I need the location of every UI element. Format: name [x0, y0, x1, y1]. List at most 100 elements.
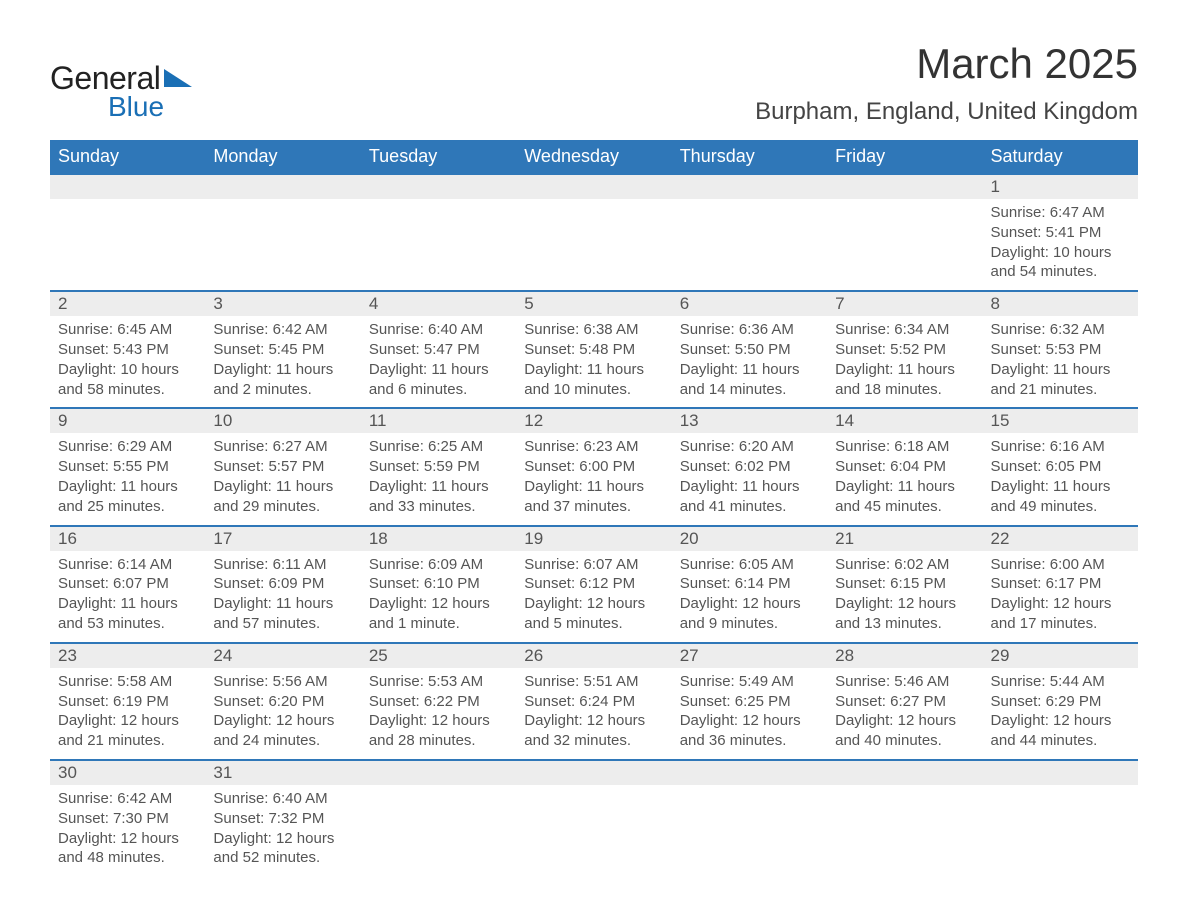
sunrise-line: Sunrise: 6:07 AM [524, 555, 663, 575]
day-cell: Sunrise: 6:25 AMSunset: 5:59 PMDaylight:… [361, 433, 516, 525]
daylight-line2: and 29 minutes. [213, 497, 352, 517]
daylight-line1: Daylight: 11 hours [213, 360, 352, 380]
daylight-line1: Daylight: 11 hours [58, 594, 197, 614]
daylight-line2: and 10 minutes. [524, 380, 663, 400]
daylight-line2: and 40 minutes. [835, 731, 974, 751]
day-number: 9 [50, 408, 205, 433]
day-number: 21 [827, 526, 982, 551]
daylight-line1: Daylight: 11 hours [369, 360, 508, 380]
daylight-line1: Daylight: 12 hours [369, 594, 508, 614]
day-cell: Sunrise: 6:42 AMSunset: 7:30 PMDaylight:… [50, 785, 205, 876]
sunrise-line: Sunrise: 6:34 AM [835, 320, 974, 340]
sunset-line: Sunset: 5:45 PM [213, 340, 352, 360]
month-title: March 2025 [755, 40, 1138, 88]
sunrise-line: Sunrise: 6:36 AM [680, 320, 819, 340]
daylight-line1: Daylight: 11 hours [835, 360, 974, 380]
empty-cell [983, 785, 1138, 876]
daylight-line1: Daylight: 11 hours [835, 477, 974, 497]
day-cell: Sunrise: 6:23 AMSunset: 6:00 PMDaylight:… [516, 433, 671, 525]
sunrise-line: Sunrise: 5:46 AM [835, 672, 974, 692]
day-number: 28 [827, 643, 982, 668]
day-cell: Sunrise: 6:42 AMSunset: 5:45 PMDaylight:… [205, 316, 360, 408]
daylight-line2: and 37 minutes. [524, 497, 663, 517]
empty-cell [672, 199, 827, 291]
day-cell: Sunrise: 6:02 AMSunset: 6:15 PMDaylight:… [827, 551, 982, 643]
empty-daynum [672, 760, 827, 785]
day-number: 2 [50, 291, 205, 316]
empty-cell [361, 785, 516, 876]
day-cell: Sunrise: 6:07 AMSunset: 6:12 PMDaylight:… [516, 551, 671, 643]
col-saturday: Saturday [983, 140, 1138, 174]
daynum-row: 3031 [50, 760, 1138, 785]
day-number: 4 [361, 291, 516, 316]
sunset-line: Sunset: 5:55 PM [58, 457, 197, 477]
day-cell: Sunrise: 5:44 AMSunset: 6:29 PMDaylight:… [983, 668, 1138, 760]
empty-cell [827, 199, 982, 291]
sunset-line: Sunset: 6:29 PM [991, 692, 1130, 712]
col-wednesday: Wednesday [516, 140, 671, 174]
empty-cell [516, 199, 671, 291]
day-number: 1 [983, 174, 1138, 199]
day-cell: Sunrise: 6:05 AMSunset: 6:14 PMDaylight:… [672, 551, 827, 643]
empty-cell [361, 199, 516, 291]
day-number: 12 [516, 408, 671, 433]
daylight-line2: and 6 minutes. [369, 380, 508, 400]
sunset-line: Sunset: 6:20 PM [213, 692, 352, 712]
content-row: Sunrise: 6:47 AMSunset: 5:41 PMDaylight:… [50, 199, 1138, 291]
day-number: 8 [983, 291, 1138, 316]
daylight-line2: and 2 minutes. [213, 380, 352, 400]
content-row: Sunrise: 6:29 AMSunset: 5:55 PM Daylight:… [50, 433, 1138, 525]
day-cell: Sunrise: 5:46 AMSunset: 6:27 PMDaylight:… [827, 668, 982, 760]
day-number: 17 [205, 526, 360, 551]
day-number: 6 [672, 291, 827, 316]
day-number: 11 [361, 408, 516, 433]
day-number: 16 [50, 526, 205, 551]
daylight-line2: and 58 minutes. [58, 380, 197, 400]
content-row: Sunrise: 6:14 AMSunset: 6:07 PMDaylight:… [50, 551, 1138, 643]
daynum-row: 2345678 [50, 291, 1138, 316]
day-number: 23 [50, 643, 205, 668]
sunset-line: Sunset: 5:48 PM [524, 340, 663, 360]
sunrise-line: Sunrise: 5:53 AM [369, 672, 508, 692]
day-number: 22 [983, 526, 1138, 551]
daynum-row: 16171819202122 [50, 526, 1138, 551]
daylight-line2: and 5 minutes. [524, 614, 663, 634]
sunrise-line: Sunrise: 6:32 AM [991, 320, 1130, 340]
daylight-line1: Daylight: 12 hours [835, 594, 974, 614]
sunset-line: Sunset: 6:09 PM [213, 574, 352, 594]
sunrise-line: Sunrise: 6:47 AM [991, 203, 1130, 223]
day-number: 18 [361, 526, 516, 551]
daylight-line1: Daylight: 12 hours [369, 711, 508, 731]
empty-cell [516, 785, 671, 876]
sunset-line: Sunset: 6:00 PM [524, 457, 663, 477]
daylight-line1: Daylight: 12 hours [524, 594, 663, 614]
sunrise-line: Sunrise: 6:42 AM [213, 320, 352, 340]
sunrise-line: Sunrise: 6:20 AM [680, 437, 819, 457]
empty-cell [672, 785, 827, 876]
sunrise-line: Sunrise: 6:29 AM [58, 437, 197, 457]
day-number: 7 [827, 291, 982, 316]
daylight-line1: Daylight: 11 hours [524, 360, 663, 380]
sunrise-line: Sunrise: 6:25 AM [369, 437, 508, 457]
daylight-line2: and 49 minutes. [991, 497, 1130, 517]
sunrise-line: Sunrise: 6:16 AM [991, 437, 1130, 457]
day-cell: Sunrise: 6:18 AMSunset: 6:04 PMDaylight:… [827, 433, 982, 525]
daylight-line2: and 44 minutes. [991, 731, 1130, 751]
sunrise-line: Sunrise: 5:56 AM [213, 672, 352, 692]
daynum-row: 23242526272829 [50, 643, 1138, 668]
sunrise-line: Sunrise: 6:27 AM [213, 437, 352, 457]
logo: General Blue [50, 60, 192, 123]
header: General Blue March 2025 Burpham, England… [50, 40, 1138, 126]
day-cell: Sunrise: 6:00 AMSunset: 6:17 PMDaylight:… [983, 551, 1138, 643]
daylight-line2: and 25 minutes. [58, 497, 197, 517]
sunrise-line: Sunrise: 5:58 AM [58, 672, 197, 692]
empty-daynum [516, 174, 671, 199]
daylight-line2: and 14 minutes. [680, 380, 819, 400]
daylight-line2: and 33 minutes. [369, 497, 508, 517]
sunset-line: Sunset: 6:04 PM [835, 457, 974, 477]
col-tuesday: Tuesday [361, 140, 516, 174]
day-number: 13 [672, 408, 827, 433]
day-cell: Sunrise: 6:11 AMSunset: 6:09 PMDaylight:… [205, 551, 360, 643]
sunrise-line: Sunrise: 6:38 AM [524, 320, 663, 340]
empty-daynum [516, 760, 671, 785]
